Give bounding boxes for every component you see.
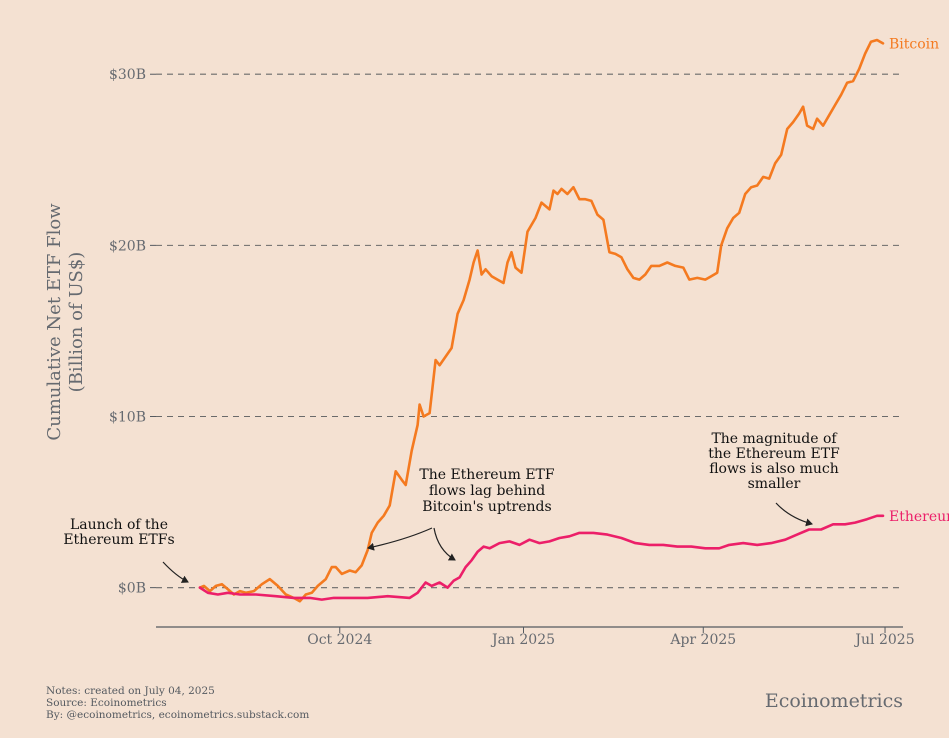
x-axis: Oct 2024 Jan 2025 Apr 2025 Jul 2025	[307, 627, 915, 648]
annotation-text: The Ethereum ETF flows lag behind Bitcoin'…	[419, 467, 555, 515]
arrow-magnitude	[775, 502, 813, 527]
annotation-text: The magnitude of the Ethereum ETF flows is…	[708, 431, 840, 492]
y-axis-label-line2: (Billion of US$)	[66, 252, 87, 393]
series-group: Bitcoin Ethereum	[198, 36, 949, 603]
arrow-launch	[162, 561, 189, 583]
y-tick-label: $0B	[118, 581, 146, 597]
series-line-ethereum	[198, 514, 885, 601]
y-axis-label-line1: Cumulative Net ETF Flow	[44, 203, 65, 441]
annotation-lag: The Ethereum ETF flows lag behind Bitcoin'…	[419, 467, 555, 515]
footer-source: Source: Ecoinometrics	[46, 697, 167, 709]
series-label-ethereum: Ethereum	[889, 509, 949, 525]
footer-by: By: @ecoinometrics, ecoinometrics.substa…	[46, 709, 310, 721]
y-tick-label: $10B	[109, 410, 146, 426]
annotations: Launch of the Ethereum ETFs The Ethereum …	[63, 431, 840, 583]
x-tick-label: Oct 2024	[307, 632, 372, 648]
y-axis-label: Cumulative Net ETF Flow (Billion of US$)	[44, 203, 87, 441]
arrow-lag-bitcoin	[367, 527, 433, 551]
y-tick-label: $30B	[109, 67, 146, 83]
series-line-bitcoin	[198, 38, 885, 603]
footer-notes: Notes: created on July 04, 2025 Source: …	[46, 685, 309, 721]
annotation-launch: Launch of the Ethereum ETFs	[63, 517, 174, 548]
x-tick-label: Jan 2025	[490, 632, 555, 648]
x-tick-label: Apr 2025	[669, 632, 736, 648]
y-tick-label: $20B	[109, 238, 146, 254]
series-label-bitcoin: Bitcoin	[889, 36, 939, 52]
arrow-lag-ethereum	[433, 527, 456, 561]
annotation-magnitude: The magnitude of the Ethereum ETF flows is…	[708, 431, 840, 492]
brand-logo-text: Ecoinometrics	[764, 690, 903, 712]
y-axis: $0B $10B $20B $30B	[109, 67, 156, 597]
x-tick-label: Jul 2025	[853, 632, 914, 648]
footer-notes-created: Notes: created on July 04, 2025	[46, 685, 215, 697]
annotation-text: Launch of the Ethereum ETFs	[63, 517, 174, 548]
